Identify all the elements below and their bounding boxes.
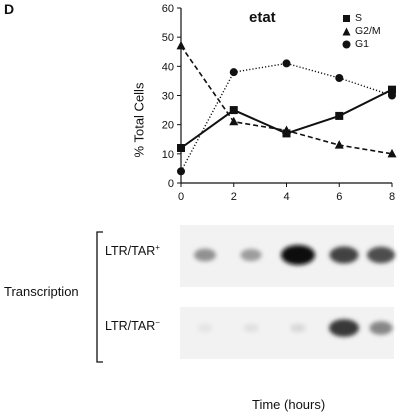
- x-tick-label: 6: [336, 191, 342, 203]
- x-tick-label: 4: [283, 191, 289, 203]
- blot-band: [281, 245, 315, 265]
- legend-label-s: S: [355, 12, 363, 24]
- blot-band: [290, 323, 306, 333]
- blot-row-label-tar-minus: LTR/TAR−: [105, 318, 160, 333]
- blot-bracket: [96, 231, 103, 363]
- x-tick-label: 0: [178, 191, 184, 203]
- blot-band: [367, 246, 395, 264]
- x-tick-label: 2: [231, 191, 237, 203]
- square-marker-icon: [343, 15, 350, 22]
- data-point-g2m: [334, 140, 344, 149]
- series-line-s: [180, 88, 393, 149]
- row-label-text-plus: LTR/TAR: [105, 244, 156, 258]
- data-point-g2m: [176, 40, 186, 50]
- data-point-s: [229, 106, 238, 115]
- y-tick-label: 20: [162, 120, 174, 132]
- transcription-label: Transcription: [4, 284, 79, 299]
- circle-marker-icon: [342, 40, 351, 49]
- blot-row-label-tar-plus: LTR/TAR+: [105, 243, 160, 258]
- x-axis-title: Time (hours): [252, 397, 326, 412]
- y-tick-label: 60: [162, 3, 174, 15]
- data-point-g1: [388, 91, 396, 100]
- series-line-g1: [180, 62, 393, 172]
- data-point-s: [335, 111, 344, 120]
- data-point-g1: [282, 59, 291, 68]
- triangle-marker-icon: [342, 27, 351, 36]
- data-point-g2m: [282, 125, 291, 134]
- data-point-g2m: [387, 148, 397, 158]
- legend: S G2/M G1: [342, 12, 381, 51]
- legend-label-g2m: G2/M: [355, 25, 381, 37]
- y-tick-label: 50: [162, 32, 174, 44]
- legend-item-s: S: [342, 12, 381, 25]
- data-point-g1: [229, 68, 238, 77]
- y-tick-label: 30: [162, 91, 174, 103]
- legend-label-g1: G1: [355, 38, 370, 50]
- row-label-sup-plus: +: [155, 243, 160, 252]
- data-point-g1: [177, 167, 185, 176]
- panel-label: D: [4, 1, 15, 17]
- y-tick-label: 40: [162, 61, 174, 73]
- chart-title: etat: [249, 9, 276, 26]
- blot-band: [240, 248, 262, 262]
- data-point-s: [177, 144, 185, 152]
- data-point-g2m: [229, 116, 239, 126]
- legend-item-g2m: G2/M: [342, 25, 381, 38]
- blot-band: [329, 246, 359, 264]
- x-tick-label: 8: [389, 191, 395, 203]
- y-tick-label: 10: [162, 149, 174, 161]
- y-axis-label: % Total Cells: [131, 82, 147, 158]
- row-label-sup-minus: −: [155, 318, 160, 327]
- legend-item-g1: G1: [342, 38, 381, 51]
- blot-panel-tar-minus: [180, 307, 394, 359]
- y-tick-label: 0: [168, 178, 174, 190]
- data-point-s: [388, 85, 396, 94]
- data-point-g1: [335, 74, 344, 82]
- blot-band: [243, 323, 259, 333]
- blot-band: [329, 319, 359, 337]
- blot-band: [197, 323, 213, 333]
- blot-band: [369, 321, 393, 335]
- blot-band: [194, 248, 216, 262]
- row-label-text-minus: LTR/TAR: [105, 319, 156, 333]
